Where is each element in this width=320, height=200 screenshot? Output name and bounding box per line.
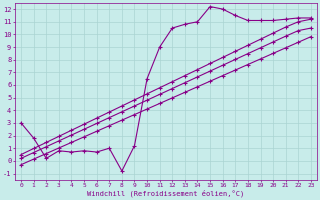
X-axis label: Windchill (Refroidissement éolien,°C): Windchill (Refroidissement éolien,°C) — [87, 190, 244, 197]
